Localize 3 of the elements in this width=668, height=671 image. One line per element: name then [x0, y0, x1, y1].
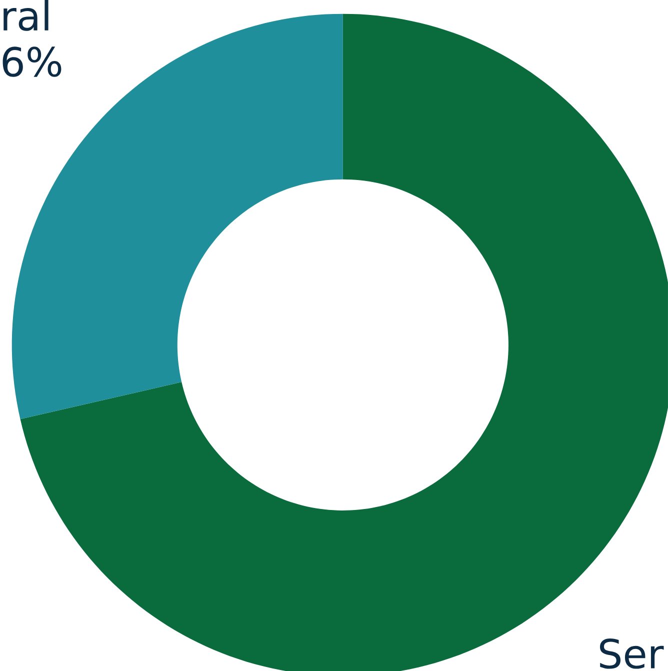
text: 6%	[2, 46, 62, 77]
slice-label: ral	[4, 0, 48, 31]
slice-label: Ser	[600, 638, 664, 669]
